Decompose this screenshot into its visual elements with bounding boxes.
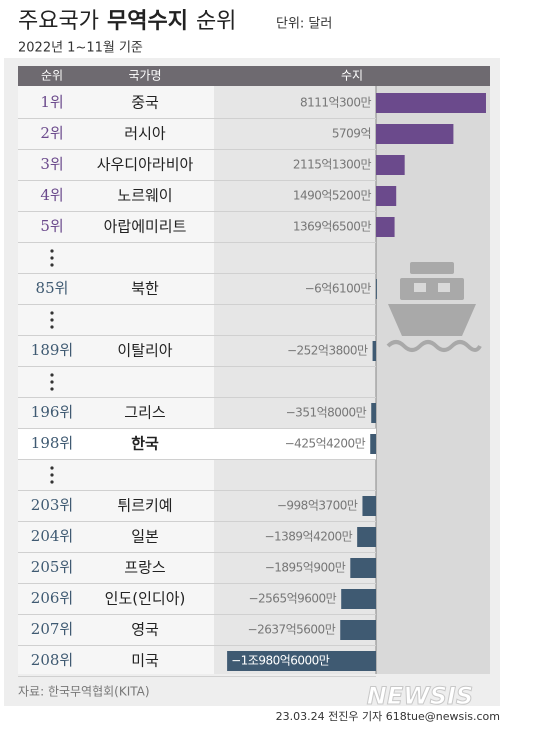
rank: 2위 — [40, 124, 63, 142]
ellipsis-dot — [50, 380, 54, 384]
rank: 208위 — [31, 651, 73, 669]
header-rank: 순위 — [41, 69, 63, 83]
ellipsis-dot — [50, 318, 54, 322]
ellipsis-dot — [50, 256, 54, 260]
bar — [370, 434, 376, 454]
bar — [376, 217, 395, 237]
value-label: −425억4200만 — [285, 437, 366, 451]
rank: 85위 — [36, 279, 69, 297]
label-column — [214, 86, 376, 674]
country: 프랑스 — [124, 559, 166, 577]
bar — [375, 279, 377, 299]
title-part: 주요국가 — [18, 9, 99, 34]
value-label: −252억3800만 — [287, 344, 368, 358]
value-label: −2565억9600만 — [248, 592, 336, 606]
country: 중국 — [131, 94, 159, 112]
bar — [340, 620, 376, 640]
highlight-row — [18, 429, 376, 459]
rank: 5위 — [40, 217, 63, 235]
bar — [350, 558, 376, 578]
country: 미국 — [131, 652, 159, 670]
country: 아랍에미리트 — [104, 218, 187, 236]
rank: 207위 — [31, 620, 73, 638]
ellipsis-dot — [50, 387, 54, 391]
ellipsis-dot — [50, 480, 54, 484]
value-label: −998억3700만 — [277, 499, 358, 513]
rank: 204위 — [31, 527, 73, 545]
ellipsis-dot — [50, 466, 54, 470]
country: 사우디아라비아 — [97, 156, 194, 174]
country: 러시아 — [124, 125, 166, 143]
bar — [376, 186, 397, 206]
header-country: 국가명 — [128, 69, 161, 83]
country: 노르웨이 — [117, 187, 172, 205]
value-label: 1490억5200만 — [293, 189, 372, 203]
name-column — [18, 86, 214, 674]
rank: 203위 — [31, 496, 73, 514]
country: 북한 — [131, 280, 159, 298]
ellipsis-dot — [50, 373, 54, 377]
value-label: 8111억300만 — [300, 96, 371, 110]
value-label: −1389억4200만 — [264, 530, 352, 544]
rank: 189위 — [31, 341, 73, 359]
country: 튀르키예 — [117, 497, 172, 515]
rank: 196위 — [31, 403, 73, 421]
bar-column — [376, 86, 490, 674]
subtitle: 2022년 1~11월 기준 — [18, 41, 143, 56]
bar — [357, 527, 376, 547]
watermark: NEWSIS — [367, 682, 473, 710]
ellipsis-dot — [50, 263, 54, 267]
header-value: 수지 — [341, 69, 363, 83]
value-label: 1369억6500만 — [293, 220, 372, 234]
bar — [362, 496, 376, 516]
title-part: 무역수지 — [107, 9, 188, 34]
rank: 3위 — [40, 155, 63, 173]
ellipsis-dot — [50, 249, 54, 253]
ellipsis-dot — [50, 311, 54, 315]
title-part: 순위 — [196, 9, 236, 34]
value-label: −1조980억6000만 — [231, 654, 330, 668]
source: 자료: 한국무역협회(KITA) — [18, 685, 150, 699]
rank: 4위 — [40, 186, 63, 204]
country: 인도(인디아) — [105, 590, 186, 608]
credit: 23.03.24 전진우 기자 618tue@newsis.com — [276, 710, 500, 723]
ellipsis-dot — [50, 325, 54, 329]
bar — [376, 124, 454, 144]
bar — [227, 651, 376, 671]
country: 한국 — [131, 435, 159, 453]
country: 그리스 — [124, 404, 166, 422]
value-label: 5709억 — [332, 127, 371, 141]
rank: 205위 — [31, 558, 73, 576]
country: 일본 — [131, 528, 159, 546]
value-label: −6억6100만 — [305, 282, 372, 296]
bar — [376, 155, 405, 175]
rank: 1위 — [40, 93, 63, 111]
unit: 단위: 달러 — [276, 17, 332, 32]
value-label: 2115억1300만 — [293, 158, 372, 172]
rank: 198위 — [31, 434, 73, 452]
bar — [371, 403, 376, 423]
value-label: −2637억5600만 — [248, 623, 336, 637]
ellipsis-dot — [50, 473, 54, 477]
bar — [372, 341, 376, 361]
header-row — [18, 66, 490, 86]
chart-title: 주요국가 무역수지 순위 — [18, 9, 236, 34]
bar — [376, 93, 486, 113]
bar — [341, 589, 376, 609]
value-label: −351억8000만 — [286, 406, 367, 420]
country: 이탈리아 — [117, 342, 172, 360]
ship-icon — [386, 262, 482, 352]
value-label: −1895억900만 — [265, 561, 346, 575]
country: 영국 — [131, 621, 159, 639]
rank: 206위 — [31, 589, 73, 607]
